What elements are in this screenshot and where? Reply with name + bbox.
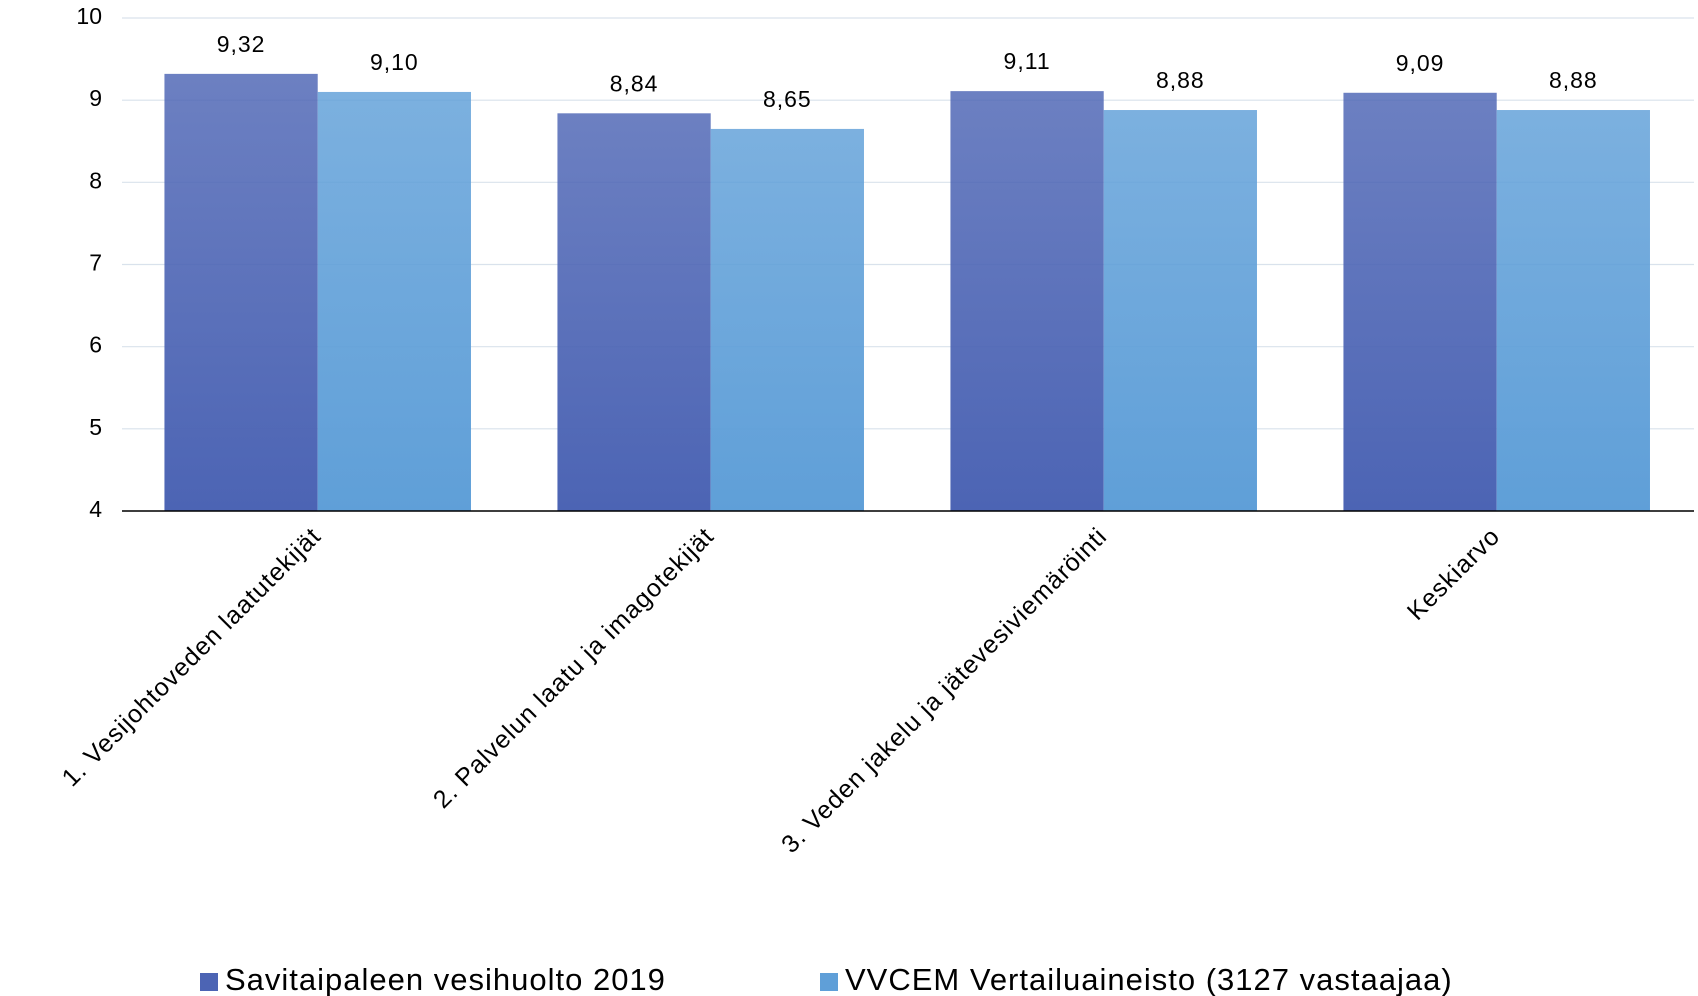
legend-swatch [200, 973, 218, 991]
y-tick-label: 6 [89, 332, 102, 358]
legend-label: VVCEM Vertailuaineisto (3127 vastaajaa) [845, 962, 1453, 996]
bar [710, 128, 864, 512]
data-label: 8,88 [1156, 67, 1205, 93]
data-label: 8,65 [763, 86, 812, 112]
bar [164, 73, 318, 511]
data-label: 9,32 [217, 31, 266, 57]
bar [317, 91, 471, 511]
x-tick-label: 2. Palvelun laatu ja imagotekijät [428, 522, 720, 814]
data-label: 9,11 [1004, 48, 1051, 74]
x-tick-label: 1. Vesijohtoveden laatutekijät [57, 522, 327, 792]
bar [557, 113, 711, 512]
y-tick-label: 4 [89, 496, 102, 522]
legend-swatch [820, 973, 838, 991]
y-tick-label: 7 [89, 250, 102, 276]
data-label: 9,09 [1396, 50, 1445, 76]
y-tick-label: 10 [76, 3, 102, 29]
bar [950, 91, 1104, 512]
x-tick-label: Keskiarvo [1402, 522, 1506, 626]
data-label: 9,10 [370, 49, 419, 75]
bar [1343, 92, 1497, 511]
bar [1103, 110, 1257, 511]
y-tick-label: 9 [89, 85, 102, 111]
y-tick-label: 5 [89, 414, 102, 440]
legend-label: Savitaipaleen vesihuolto 2019 [225, 962, 666, 996]
data-label: 8,84 [610, 70, 659, 96]
y-tick-label: 8 [89, 167, 102, 193]
data-label: 8,88 [1549, 67, 1598, 93]
bar [1496, 110, 1650, 511]
x-tick-label: 3. Veden jakelu ja jätevesiviemäröinti [776, 522, 1113, 859]
